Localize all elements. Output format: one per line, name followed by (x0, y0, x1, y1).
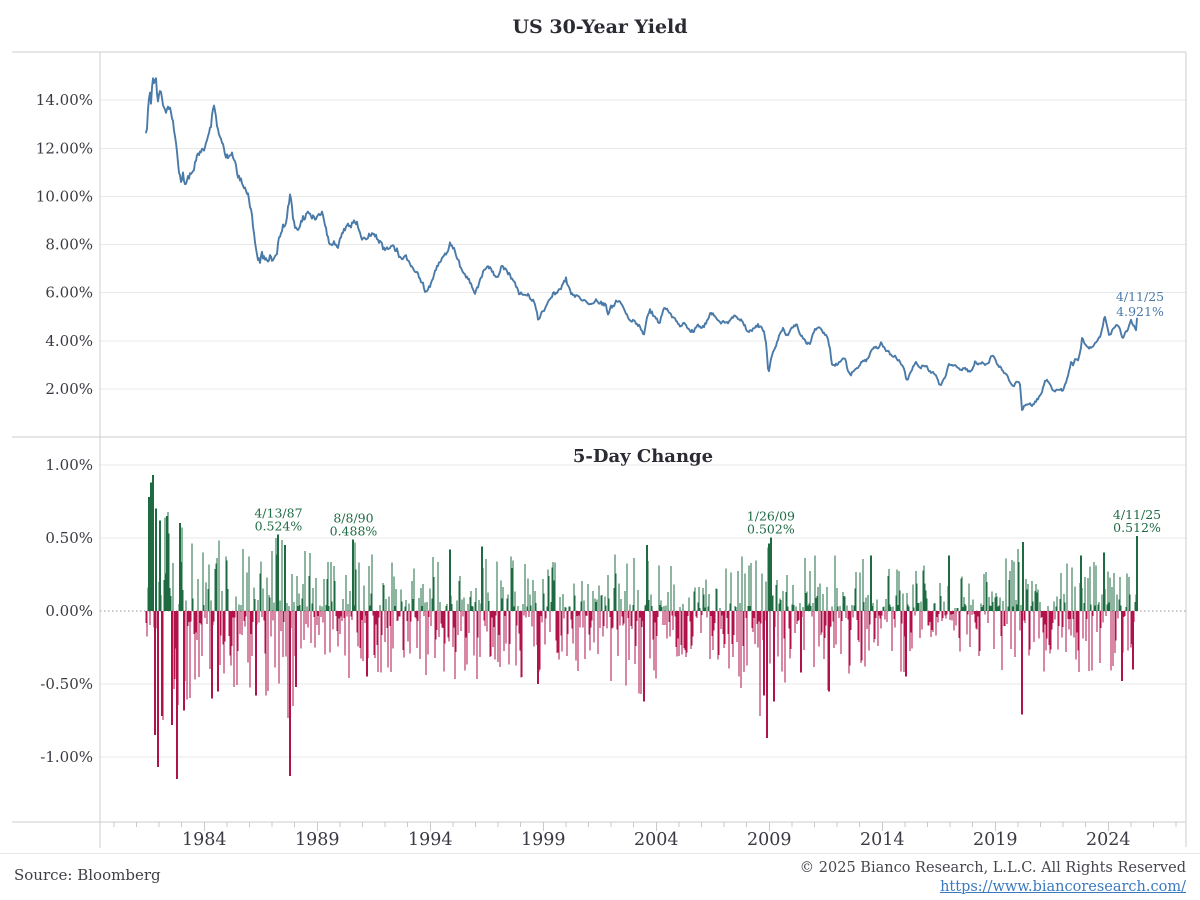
x-tick-label: 1984 (182, 830, 227, 850)
source-note: Source: Bloomberg (14, 866, 161, 884)
change-bars-negative (145, 610, 1135, 779)
y-tick-label: 14.00% (36, 91, 93, 109)
copyright-note: © 2025 Bianco Research, L.L.C. All Right… (799, 860, 1186, 876)
chart-title: US 30-Year Yield (512, 16, 688, 38)
footer: Source: Bloomberg © 2025 Bianco Research… (0, 853, 1200, 897)
bar-annotation-date: 8/8/90 (333, 511, 373, 526)
change-bars-positive (147, 475, 1138, 611)
y-tick-label: 12.00% (36, 139, 93, 157)
bar-annotation-date: 4/13/87 (254, 505, 302, 520)
subchart-title: 5-Day Change (572, 446, 714, 467)
y-tick-label: -0.50% (40, 675, 93, 693)
bar-annotation-date: 1/26/09 (747, 509, 795, 524)
y-tick-label: -1.00% (40, 748, 93, 766)
x-tick-label: 2014 (860, 830, 905, 850)
y-tick-label: 6.00% (45, 284, 93, 302)
yield-line (145, 77, 1138, 411)
website-link[interactable]: https://www.biancoresearch.com/ (940, 878, 1186, 895)
x-tick-label: 1994 (408, 830, 453, 850)
x-tick-label: 1999 (521, 830, 566, 850)
y-tick-label: 0.50% (45, 529, 93, 547)
x-tick-label: 2019 (973, 830, 1018, 850)
y-tick-label: 10.00% (36, 187, 93, 205)
bar-annotation-value: 0.488% (330, 524, 378, 539)
last-point-date: 4/11/25 (1116, 289, 1164, 304)
x-tick-label: 2009 (747, 830, 792, 850)
footer-right: © 2025 Bianco Research, L.L.C. All Right… (800, 859, 1186, 897)
bar-annotation-value: 0.524% (255, 518, 303, 533)
last-point-value: 4.921% (1116, 304, 1164, 319)
bar-annotation-date: 4/11/25 (1113, 507, 1161, 522)
y-tick-label: 2.00% (45, 380, 93, 398)
y-tick-label: 0.00% (45, 602, 93, 620)
bar-annotation-value: 0.512% (1113, 520, 1161, 535)
bar-annotation-value: 0.502% (747, 522, 795, 537)
x-tick-label: 2024 (1086, 830, 1131, 850)
x-tick-label: 2004 (634, 830, 679, 850)
y-tick-label: 8.00% (45, 236, 93, 254)
y-tick-label: 1.00% (45, 456, 93, 474)
y-tick-label: 4.00% (45, 332, 93, 350)
x-tick-label: 1989 (295, 830, 340, 850)
